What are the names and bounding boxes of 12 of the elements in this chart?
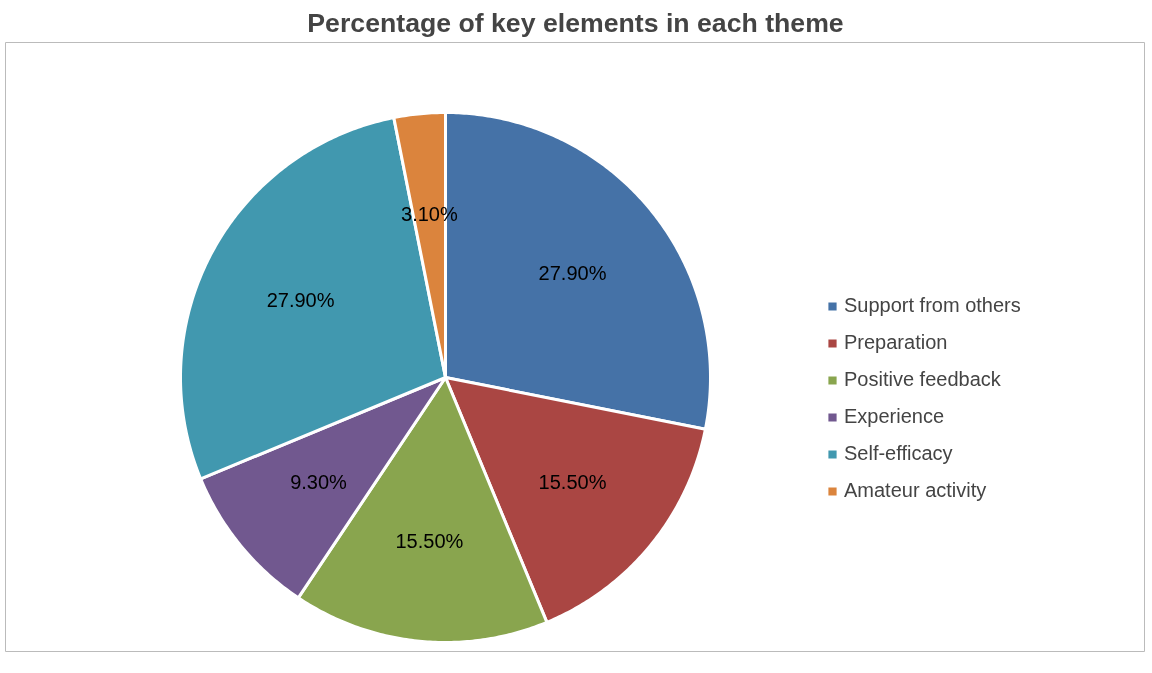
chart-title: Percentage of key elements in each theme <box>307 7 844 38</box>
legend-label: Self-efficacy <box>844 442 953 465</box>
legend-label: Experience <box>844 405 945 428</box>
legend-label: Preparation <box>844 331 948 354</box>
legend-label: Support from others <box>844 294 1021 317</box>
data-label: 27.90% <box>538 262 607 285</box>
data-label: 15.50% <box>395 530 464 553</box>
legend-label: Amateur activity <box>844 479 987 502</box>
data-label: 15.50% <box>538 470 607 493</box>
legend-label: Positive feedback <box>844 368 1001 391</box>
data-label: 9.30% <box>290 470 348 493</box>
data-label: 27.90% <box>266 289 335 312</box>
